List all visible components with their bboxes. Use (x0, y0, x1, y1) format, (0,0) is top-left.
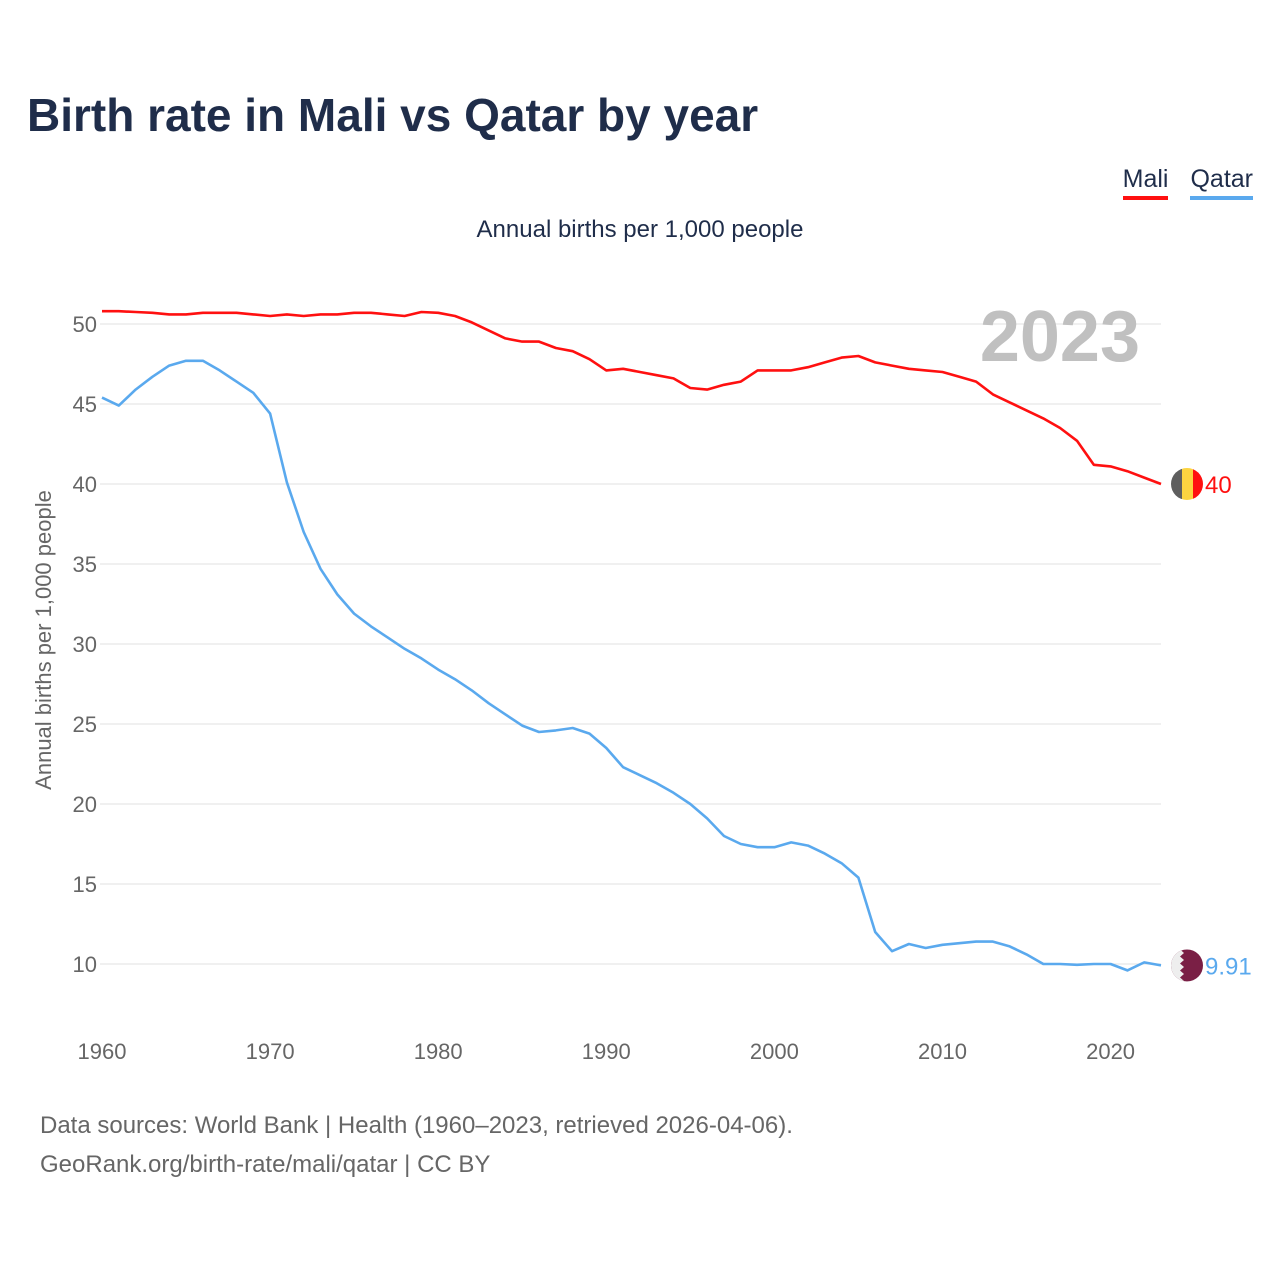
legend: Mali Qatar (1122, 165, 1253, 200)
flag-icon-mali (1171, 468, 1203, 500)
y-tick-label: 10 (73, 952, 97, 977)
source-line-2: GeoRank.org/birth-rate/mali/qatar | CC B… (40, 1151, 491, 1178)
series-line-mali (102, 309, 1162, 486)
x-tick-label: 1960 (78, 1039, 127, 1064)
y-tick-label: 50 (73, 312, 97, 337)
flag-stripe (1171, 468, 1182, 500)
y-tick-label: 20 (73, 792, 97, 817)
x-tick-label: 1990 (582, 1039, 631, 1064)
y-tick-label: 40 (73, 472, 97, 497)
y-tick-label: 35 (73, 552, 97, 577)
y-axis-label: Annual births per 1,000 people (31, 490, 56, 790)
flag-stripe (1182, 468, 1193, 500)
legend-item-qatar[interactable]: Qatar (1190, 165, 1253, 200)
chart-subtitle: Annual births per 1,000 people (476, 216, 804, 243)
flag-icon-qatar (1171, 949, 1203, 982)
y-tick-label: 30 (73, 632, 97, 657)
x-tick-label: 2020 (1086, 1039, 1135, 1064)
flag-stripe (1193, 468, 1203, 500)
flag-stripe (1171, 949, 1184, 981)
end-value-label-mali: 40 (1205, 472, 1232, 499)
source-note: Data sources: World Bank | Health (1960–… (40, 1106, 793, 1184)
y-tick-label: 15 (73, 872, 97, 897)
chart-title: Birth rate in Mali vs Qatar by year (27, 89, 759, 141)
x-tick-label: 2010 (918, 1039, 967, 1064)
y-tick-label: 45 (73, 392, 97, 417)
legend-item-mali[interactable]: Mali (1122, 165, 1169, 200)
x-tick-label: 2000 (750, 1039, 799, 1064)
y-tick-label: 25 (73, 712, 97, 737)
year-label: 2023 (980, 297, 1140, 377)
end-value-label-qatar: 9.91 (1205, 953, 1252, 980)
series-line-qatar (101, 359, 1162, 972)
x-tick-label: 1970 (246, 1039, 295, 1064)
x-tick-label: 1980 (414, 1039, 463, 1064)
source-line-1: Data sources: World Bank | Health (1960–… (40, 1112, 793, 1139)
